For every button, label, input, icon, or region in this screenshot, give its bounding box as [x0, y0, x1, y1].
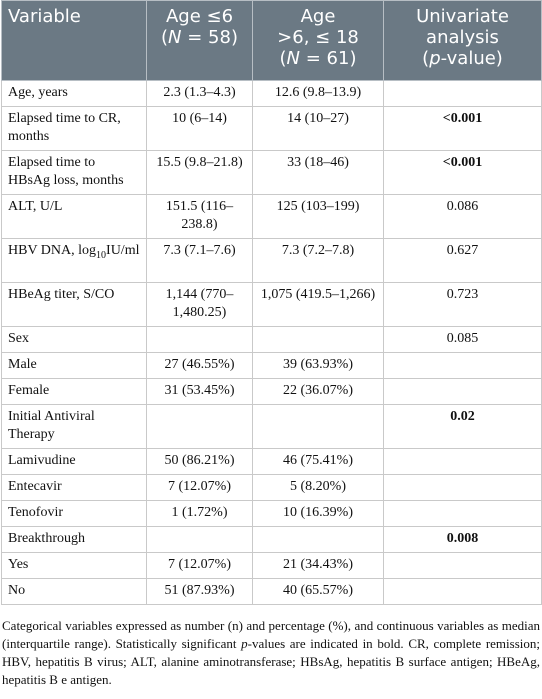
cell-variable: Breakthrough [1, 526, 147, 553]
cell-old: 46 (75.41%) [252, 448, 384, 475]
cell-variable: Sex [1, 326, 147, 353]
cell-p [383, 500, 542, 527]
header-variable: Variable [1, 0, 147, 81]
cell-young: 7 (12.07%) [146, 552, 253, 579]
cell-variable: HBV DNA, log10IU/ml [1, 238, 147, 283]
cell-p [383, 378, 542, 405]
cell-p: 0.627 [383, 238, 542, 283]
cell-old: 40 (65.57%) [252, 578, 384, 605]
cell-p [383, 448, 542, 475]
table-row: Initial Antiviral Therapy 0.02 [1, 404, 542, 449]
header-age-old: Age >6, ≤ 18 (N = 61) [252, 0, 384, 81]
table-row: Sex 0.085 [1, 326, 542, 353]
cell-young: 1,144 (770–1,480.25) [146, 282, 253, 327]
cell-variable: Female [1, 378, 147, 405]
cell-variable: Entecavir [1, 474, 147, 501]
cell-young: 1 (1.72%) [146, 500, 253, 527]
cell-p [383, 352, 542, 379]
cell-old: 14 (10–27) [252, 106, 384, 151]
cell-old: 1,075 (419.5–1,266) [252, 282, 384, 327]
data-table: Variable Age ≤6 (N = 58) Age >6, ≤ 18 (N… [1, 0, 542, 605]
table-row: Male 27 (46.55%) 39 (63.93%) [1, 352, 542, 379]
cell-old: 10 (16.39%) [252, 500, 384, 527]
cell-young: 15.5 (9.8–21.8) [146, 150, 253, 195]
table-row: No 51 (87.93%) 40 (65.57%) [1, 578, 542, 605]
cell-p: <0.001 [383, 150, 542, 195]
table-row: Lamivudine 50 (86.21%) 46 (75.41%) [1, 448, 542, 475]
cell-variable: Initial Antiviral Therapy [1, 404, 147, 449]
cell-young: 151.5 (116–238.8) [146, 194, 253, 239]
cell-p: <0.001 [383, 106, 542, 151]
cell-p: 0.008 [383, 526, 542, 553]
cell-young: 10 (6–14) [146, 106, 253, 151]
header-row: Variable Age ≤6 (N = 58) Age >6, ≤ 18 (N… [1, 0, 542, 81]
table-row: Breakthrough 0.008 [1, 526, 542, 553]
cell-p: 0.086 [383, 194, 542, 239]
cell-old: 5 (8.20%) [252, 474, 384, 501]
cell-old: 12.6 (9.8–13.9) [252, 80, 384, 107]
cell-variable: Tenofovir [1, 500, 147, 527]
table-row: ALT, U/L 151.5 (116–238.8) 125 (103–199)… [1, 194, 542, 239]
cell-variable: Age, years [1, 80, 147, 107]
cell-young: 27 (46.55%) [146, 352, 253, 379]
cell-old: 22 (36.07%) [252, 378, 384, 405]
table-row: HBeAg titer, S/CO 1,144 (770–1,480.25) 1… [1, 282, 542, 327]
header-univariate: Univariate analysis (p-value) [383, 0, 542, 81]
cell-old [252, 326, 384, 353]
header-age-young: Age ≤6 (N = 58) [146, 0, 253, 81]
table-row: Female 31 (53.45%) 22 (36.07%) [1, 378, 542, 405]
cell-young: 31 (53.45%) [146, 378, 253, 405]
table-row: Entecavir 7 (12.07%) 5 (8.20%) [1, 474, 542, 501]
table-row: Tenofovir 1 (1.72%) 10 (16.39%) [1, 500, 542, 527]
table-row: Elapsed time to CR, months 10 (6–14) 14 … [1, 106, 542, 151]
cell-old [252, 526, 384, 553]
table-row: Age, years 2.3 (1.3–4.3) 12.6 (9.8–13.9) [1, 80, 542, 107]
cell-p [383, 474, 542, 501]
cell-variable: Male [1, 352, 147, 379]
cell-old [252, 404, 384, 449]
cell-variable: No [1, 578, 147, 605]
table-row: HBV DNA, log10IU/ml 7.3 (7.1–7.6) 7.3 (7… [1, 238, 542, 283]
cell-old: 7.3 (7.2–7.8) [252, 238, 384, 283]
cell-young [146, 326, 253, 353]
cell-young: 7 (12.07%) [146, 474, 253, 501]
cell-young [146, 526, 253, 553]
cell-old: 33 (18–46) [252, 150, 384, 195]
cell-variable: Lamivudine [1, 448, 147, 475]
cell-young: 50 (86.21%) [146, 448, 253, 475]
cell-p [383, 552, 542, 579]
cell-p: 0.723 [383, 282, 542, 327]
cell-old: 39 (63.93%) [252, 352, 384, 379]
cell-variable: Elapsed time to CR, months [1, 106, 147, 151]
cell-young [146, 404, 253, 449]
cell-variable: ALT, U/L [1, 194, 147, 239]
cell-p [383, 80, 542, 107]
cell-old: 125 (103–199) [252, 194, 384, 239]
table-footnote: Categorical variables expressed as numbe… [2, 618, 540, 687]
cell-old: 21 (34.43%) [252, 552, 384, 579]
cell-variable: Yes [1, 552, 147, 579]
cell-variable: HBeAg titer, S/CO [1, 282, 147, 327]
cell-young: 51 (87.93%) [146, 578, 253, 605]
cell-p [383, 578, 542, 605]
cell-young: 2.3 (1.3–4.3) [146, 80, 253, 107]
cell-young: 7.3 (7.1–7.6) [146, 238, 253, 283]
cell-p: 0.02 [383, 404, 542, 449]
table-row: Elapsed time to HBsAg loss, months 15.5 … [1, 150, 542, 195]
table-row: Yes 7 (12.07%) 21 (34.43%) [1, 552, 542, 579]
cell-variable: Elapsed time to HBsAg loss, months [1, 150, 147, 195]
cell-p: 0.085 [383, 326, 542, 353]
